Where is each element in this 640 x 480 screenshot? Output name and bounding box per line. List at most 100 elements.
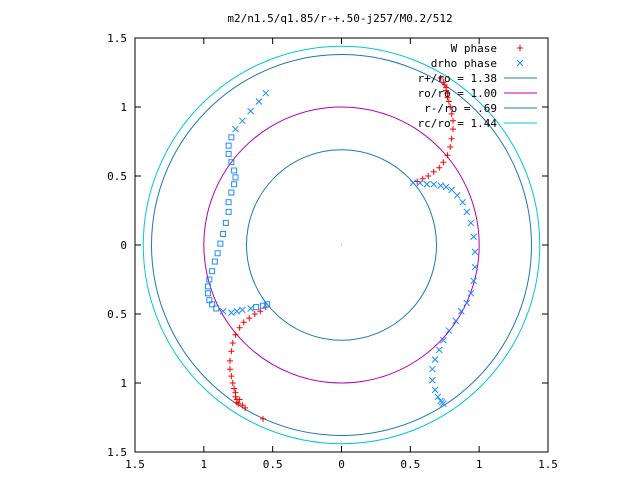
data-point	[429, 376, 436, 384]
data-point	[429, 365, 436, 373]
data-point	[229, 339, 236, 346]
data-point	[436, 164, 443, 171]
data-point	[419, 175, 426, 182]
data-point	[450, 117, 457, 124]
data-point	[220, 230, 227, 237]
data-point	[232, 331, 239, 338]
data-point	[448, 110, 455, 117]
data-point	[253, 304, 260, 311]
data-point	[467, 219, 475, 227]
data-point	[264, 301, 271, 308]
data-point	[260, 415, 267, 422]
data-point	[217, 240, 224, 247]
data-point	[434, 393, 442, 401]
data-point	[425, 173, 432, 179]
legend-label: drho phase	[431, 57, 497, 70]
data-point	[470, 233, 478, 241]
y-tick-label: 0	[120, 239, 127, 252]
data-point	[225, 142, 232, 149]
data-point	[204, 283, 211, 290]
data-point	[467, 289, 475, 297]
data-point	[445, 327, 453, 334]
data-point	[240, 319, 247, 326]
circle-rc	[142, 45, 541, 445]
data-point	[225, 199, 232, 206]
data-point	[435, 346, 443, 354]
data-point	[463, 299, 471, 307]
data-point	[214, 250, 221, 257]
data-point	[453, 191, 461, 199]
data-point	[448, 135, 455, 142]
data-point	[247, 107, 254, 115]
data-point	[471, 263, 479, 271]
x-tick-label: 0.5	[400, 458, 420, 471]
data-point	[232, 174, 239, 181]
data-point	[236, 396, 243, 403]
y-ticks: 1.5 1 0.5 0 0.5 1 1.5	[107, 32, 548, 459]
data-point	[440, 159, 447, 166]
x-tick-label: 1	[476, 458, 483, 471]
data-point	[251, 311, 258, 317]
data-point	[246, 315, 253, 322]
x-tick-label: 0	[338, 458, 345, 471]
data-point	[423, 180, 431, 188]
data-point	[257, 308, 264, 315]
y-tick-label: 1.5	[107, 32, 127, 45]
data-series	[204, 75, 479, 422]
legend-marker	[516, 59, 524, 67]
data-point	[457, 307, 465, 315]
data-point	[447, 104, 454, 110]
y-tick-label: 0.5	[107, 308, 127, 321]
series-w-phase	[226, 75, 457, 422]
data-point	[225, 208, 232, 215]
data-point	[447, 144, 454, 151]
data-point	[228, 134, 235, 141]
data-point	[431, 386, 439, 394]
x-tick-label: 1.5	[538, 458, 558, 471]
data-point	[231, 385, 238, 392]
center-dot	[340, 244, 343, 246]
circle-ro	[203, 106, 480, 384]
data-point	[226, 357, 233, 364]
data-point	[409, 179, 417, 187]
circle-r+	[151, 54, 532, 436]
data-point	[204, 290, 211, 297]
data-point	[222, 219, 229, 226]
x-ticks: 1.5 1 0.5 0 0.5 1 1.5	[125, 38, 558, 471]
data-point	[225, 150, 232, 157]
data-point	[459, 198, 467, 206]
data-point	[242, 404, 249, 411]
y-tick-label: 0.5	[107, 170, 127, 183]
data-point	[430, 168, 437, 175]
data-point	[211, 258, 218, 265]
data-point	[440, 336, 447, 344]
data-point	[228, 373, 235, 380]
data-point	[239, 117, 246, 125]
x-tick-label: 1	[201, 458, 208, 471]
data-point	[206, 276, 213, 283]
data-point	[231, 181, 238, 188]
data-point	[440, 400, 447, 408]
legend-label: ro/ro = 1.00	[418, 87, 497, 100]
data-point	[430, 180, 438, 188]
data-point	[444, 90, 451, 97]
data-point	[443, 84, 450, 91]
reference-circles	[142, 45, 541, 445]
data-point	[471, 248, 479, 256]
data-point	[470, 277, 478, 285]
legend: W phase drho phase r+/ro = 1.38 ro/ro = 1.0…	[418, 42, 537, 130]
data-point	[255, 98, 263, 105]
data-point	[233, 307, 241, 315]
data-point	[226, 366, 233, 373]
data-point	[231, 167, 238, 174]
legend-label: W phase	[451, 42, 497, 55]
data-point	[437, 182, 444, 190]
y-tick-label: 1	[120, 377, 127, 390]
chart-title: m2/n1.5/q1.85/r-+.50-j257/M0.2/512	[227, 12, 452, 25]
data-point	[431, 356, 439, 363]
data-point	[452, 317, 460, 325]
circle-r-	[246, 149, 437, 341]
series-drho-phase	[204, 89, 479, 408]
data-point	[445, 98, 452, 105]
